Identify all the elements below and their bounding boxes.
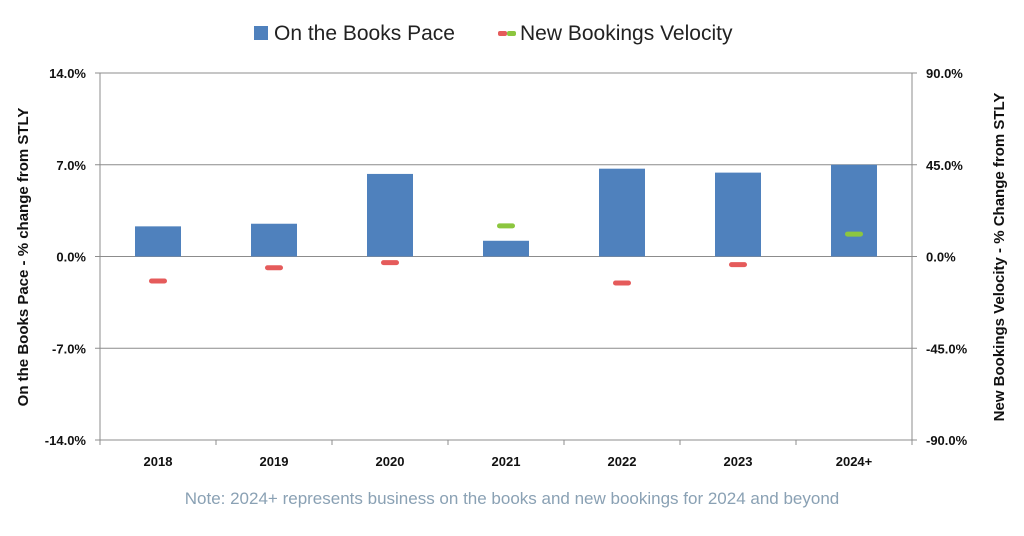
velocity-marker-2020 [381, 260, 399, 266]
y-right-tick-label: 0.0% [926, 250, 956, 265]
y-left-tick-label: 14.0% [49, 66, 86, 81]
velocity-marker-2022 [613, 280, 631, 286]
bar-2018 [135, 226, 181, 257]
bar-2021 [483, 240, 529, 257]
bar-2022 [599, 168, 645, 257]
y-left-tick-label: 7.0% [56, 158, 86, 173]
y-left-axis-title: On the Books Pace - % change from STLY [15, 108, 32, 407]
y-right-axis-title: New Bookings Velocity - % Change from ST… [991, 93, 1008, 422]
bar-2019 [251, 223, 297, 257]
legend-swatch-velocity-pos [507, 31, 516, 36]
left-axis-ticks: 14.0% 7.0% 0.0% -7.0% -14.0% [45, 66, 87, 448]
velocity-markers [149, 223, 863, 286]
legend-swatch-pace [254, 26, 268, 40]
y-right-tick-label: 45.0% [926, 158, 963, 173]
bar-2020 [367, 173, 413, 257]
x-tick-label: 2022 [608, 454, 637, 469]
bars [135, 164, 877, 257]
chart-note: Note: 2024+ represents business on the b… [185, 489, 840, 508]
axes [95, 72, 917, 445]
y-right-tick-label: -45.0% [926, 341, 968, 356]
velocity-marker-2023 [729, 262, 747, 268]
legend: On the Books Pace New Bookings Velocity [254, 22, 733, 45]
x-tick-label: 2023 [724, 454, 753, 469]
x-tick-label: 2018 [144, 454, 173, 469]
x-tick-label: 2020 [376, 454, 405, 469]
gridlines [100, 72, 912, 349]
velocity-marker-2019 [265, 265, 283, 271]
x-tick-label: 2024+ [836, 454, 873, 469]
right-axis-ticks: 90.0% 45.0% 0.0% -45.0% -90.0% [926, 66, 968, 448]
x-tick-label: 2021 [492, 454, 521, 469]
x-tick-label: 2019 [260, 454, 289, 469]
velocity-marker-2021 [497, 223, 515, 229]
velocity-marker-2024+ [845, 231, 863, 237]
legend-label-pace: On the Books Pace [274, 22, 455, 45]
y-left-tick-label: -7.0% [52, 341, 86, 356]
velocity-marker-2018 [149, 278, 167, 284]
y-left-tick-label: 0.0% [56, 250, 86, 265]
legend-label-velocity: New Bookings Velocity [520, 22, 733, 45]
y-right-tick-label: 90.0% [926, 66, 963, 81]
x-axis-ticks: 2018 2019 2020 2021 2022 2023 2024+ [144, 454, 873, 469]
bar-2024+ [831, 164, 877, 257]
y-right-tick-label: -90.0% [926, 433, 968, 448]
bar-2023 [715, 172, 761, 257]
y-left-tick-label: -14.0% [45, 433, 87, 448]
legend-swatch-velocity-neg [498, 31, 507, 36]
